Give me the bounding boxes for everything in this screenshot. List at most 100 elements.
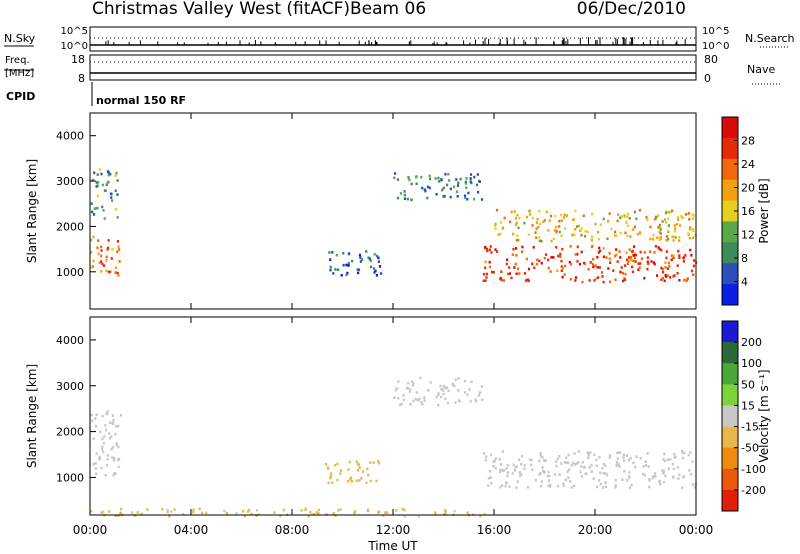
data-cell xyxy=(646,218,649,222)
data-cell xyxy=(635,455,638,458)
data-cell xyxy=(453,509,456,513)
data-cell xyxy=(560,259,563,263)
data-cell xyxy=(108,510,111,513)
data-cell xyxy=(549,485,552,488)
data-cell xyxy=(407,381,410,385)
data-cell xyxy=(672,254,675,257)
data-cell xyxy=(369,259,372,262)
data-cell xyxy=(653,262,656,266)
data-cell xyxy=(309,510,312,514)
data-cell xyxy=(591,235,594,239)
colorbar-swatch xyxy=(722,263,738,285)
data-cell xyxy=(111,247,114,251)
colorbar-tick-label: 15 xyxy=(741,399,755,412)
data-cell xyxy=(499,277,502,280)
data-cell xyxy=(676,272,679,275)
data-cell xyxy=(592,258,595,261)
colorbar-tick-label: 8 xyxy=(741,252,748,265)
data-cell xyxy=(485,247,488,251)
data-cell xyxy=(630,483,633,487)
data-cell xyxy=(525,278,528,282)
data-cell xyxy=(331,251,334,254)
data-cell xyxy=(635,253,638,257)
data-cell xyxy=(90,266,93,269)
data-cell xyxy=(660,266,663,270)
data-cell xyxy=(330,475,333,478)
data-cell xyxy=(622,279,625,283)
data-cell xyxy=(91,265,94,268)
colorbar-tick-label: 200 xyxy=(741,336,762,349)
data-cell xyxy=(633,210,636,214)
data-cell xyxy=(510,210,513,214)
data-cell xyxy=(555,225,558,229)
data-cell xyxy=(658,225,662,229)
data-cell xyxy=(410,182,413,186)
data-cell xyxy=(484,246,487,249)
data-cell xyxy=(440,388,443,391)
colorbar-tick-label: 4 xyxy=(741,276,748,289)
data-cell xyxy=(331,481,334,485)
data-cell xyxy=(423,399,426,402)
data-cell xyxy=(498,457,501,461)
data-cell xyxy=(534,231,537,234)
data-cell xyxy=(539,451,542,455)
data-cell xyxy=(470,380,473,383)
data-cell xyxy=(96,194,99,198)
data-cell xyxy=(538,236,541,239)
data-cell xyxy=(415,182,418,186)
data-cell xyxy=(658,230,661,234)
data-cell xyxy=(538,259,541,263)
data-cell xyxy=(579,229,582,233)
data-cell xyxy=(511,472,514,475)
data-cell xyxy=(442,385,446,389)
data-cell xyxy=(114,271,117,274)
velocity-y-ticks: 4000 3000 2000 1000 xyxy=(56,334,96,484)
data-cell xyxy=(421,402,424,406)
data-cell xyxy=(539,471,542,475)
data-cell xyxy=(453,384,456,388)
data-cell xyxy=(464,391,467,394)
data-cell xyxy=(499,463,502,466)
data-cell xyxy=(646,267,649,271)
data-cell xyxy=(682,260,685,263)
data-cell xyxy=(633,225,636,229)
data-cell xyxy=(574,279,577,282)
data-cell xyxy=(426,185,430,189)
data-cell xyxy=(170,510,173,513)
data-cell xyxy=(442,392,445,396)
data-cell xyxy=(601,486,605,489)
data-cell xyxy=(466,393,469,396)
data-cell xyxy=(543,471,546,474)
data-cell xyxy=(112,418,115,422)
data-cell xyxy=(667,238,670,241)
data-cell xyxy=(101,414,104,418)
data-cell xyxy=(689,248,692,252)
data-cell xyxy=(106,457,109,461)
data-cell xyxy=(573,233,576,237)
data-cell xyxy=(598,456,601,459)
data-cell xyxy=(621,478,624,481)
data-cell xyxy=(497,233,500,236)
nave-tick-bottom: 0 xyxy=(704,72,711,85)
data-cell xyxy=(103,264,106,267)
data-cell xyxy=(525,215,529,219)
data-cell xyxy=(631,254,635,257)
data-cell xyxy=(358,479,361,482)
data-cell xyxy=(373,253,376,256)
data-cell xyxy=(677,249,680,253)
data-cell xyxy=(347,480,350,483)
data-cell xyxy=(489,476,492,479)
data-cell xyxy=(325,513,328,516)
data-cell xyxy=(575,225,579,228)
data-cell xyxy=(692,259,696,262)
noise-tick-right-bottom: 10^0 xyxy=(702,41,729,52)
data-cell xyxy=(98,261,101,265)
data-cell xyxy=(347,264,350,267)
data-cell xyxy=(541,466,544,469)
data-cell xyxy=(628,256,631,259)
data-cell xyxy=(605,473,609,477)
data-cell xyxy=(369,479,372,483)
data-cell xyxy=(683,278,686,282)
data-cell xyxy=(377,256,380,260)
data-cell xyxy=(663,459,666,463)
